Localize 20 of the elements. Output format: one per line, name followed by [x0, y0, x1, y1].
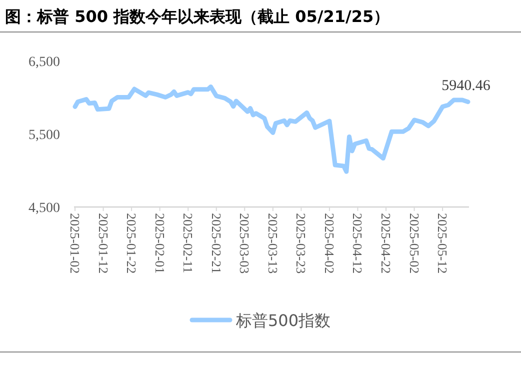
x-tick-label: 2025-01-12: [96, 213, 111, 274]
y-tick-label: 4,500: [28, 201, 60, 216]
y-tick-label: 6,500: [28, 55, 60, 70]
x-tick-label: 2025-03-13: [265, 213, 280, 274]
x-tick-label: 2025-05-02: [406, 213, 422, 274]
x-tick-label: 2025-04-12: [350, 213, 366, 274]
data-label: 5940.46: [442, 78, 491, 94]
x-tick-label: 2025-02-21: [208, 213, 224, 274]
x-tick-label: 2025-03-03: [237, 213, 252, 274]
legend-label: 标普500指数: [235, 311, 331, 330]
x-tick-label: 2025-01-22: [124, 213, 140, 274]
x-tick-label: 2025-03-23: [294, 213, 309, 274]
y-tick-label: 5,500: [28, 128, 60, 143]
x-tick-label: 2025-02-11: [180, 213, 196, 274]
x-tick-label: 2025-05-12: [435, 213, 450, 274]
x-tick-label: 2025-04-22: [378, 213, 394, 274]
x-tick-label: 2025-04-02: [322, 213, 337, 274]
chart-title: 图：标普 500 指数今年以来表现（截止 05/21/25）: [5, 7, 390, 26]
x-tick-label: 2025-01-02: [68, 213, 82, 274]
x-tick-label: 2025-02-01: [152, 213, 168, 274]
